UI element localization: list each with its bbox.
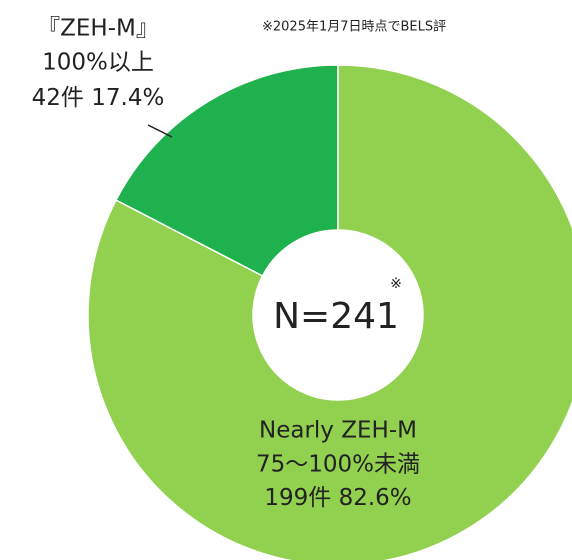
- slice-label: Nearly ZEH-M: [259, 418, 417, 444]
- count-label: 42件: [32, 85, 84, 111]
- center-text: N=241: [273, 296, 399, 337]
- percent-label: 17.4%: [91, 85, 164, 111]
- slice-value: 42件 17.4%: [32, 85, 165, 111]
- slice: [87, 64, 572, 560]
- slice-label: 75～100%未満: [256, 452, 420, 478]
- percent-label: 82.6%: [339, 485, 412, 511]
- count-label: 199件: [264, 485, 331, 511]
- note: ※2025年1月7日時点でBELS評: [262, 20, 446, 35]
- slice: [114, 64, 339, 277]
- donut: [87, 64, 572, 560]
- slice-label: 『ZEH-M』: [37, 16, 159, 42]
- center-mark: ※: [390, 276, 402, 292]
- leader-line: [147, 124, 173, 138]
- slice-value: 199件 82.6%: [264, 485, 411, 511]
- slice-label: 100%以上: [42, 50, 154, 76]
